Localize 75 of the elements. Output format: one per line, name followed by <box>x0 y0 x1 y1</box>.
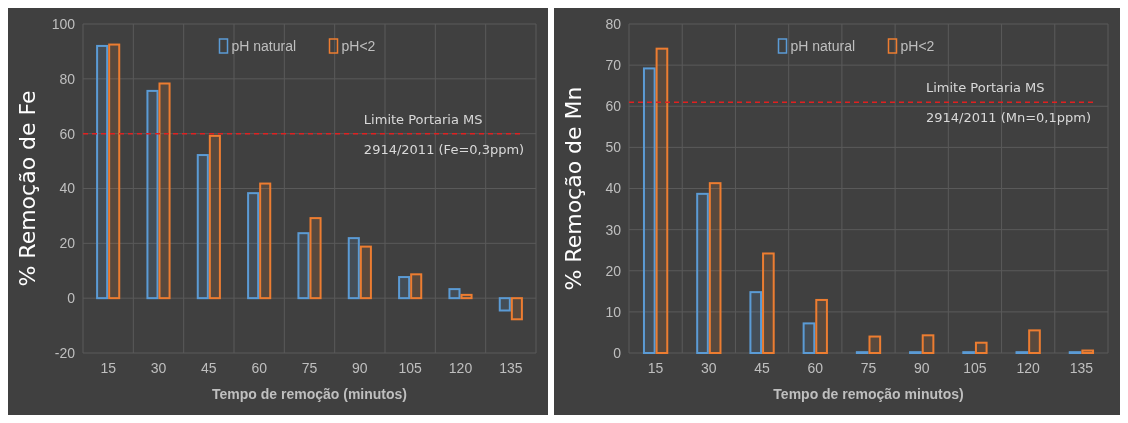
bar <box>498 297 511 312</box>
bar <box>196 154 209 300</box>
y-tick-label: 0 <box>67 290 76 307</box>
bar <box>347 237 360 300</box>
y-tick-label: 70 <box>605 57 622 74</box>
x-tick-label: 135 <box>499 360 523 376</box>
x-tick-label: 60 <box>251 360 268 376</box>
bar <box>749 291 763 354</box>
bar <box>510 297 523 321</box>
y-axis-title: % Remoção de Mn <box>561 86 586 291</box>
x-tick-label: 75 <box>860 360 877 376</box>
bar <box>208 134 221 300</box>
y-tick-label: 100 <box>51 15 76 32</box>
bar <box>642 67 656 354</box>
x-tick-label: 75 <box>301 360 318 376</box>
bar <box>1028 329 1041 354</box>
legend-label: pH<2 <box>900 37 935 54</box>
bar <box>309 217 322 300</box>
x-tick-label: 120 <box>448 360 473 376</box>
y-tick-label: 20 <box>59 235 76 252</box>
bar <box>247 192 260 300</box>
x-tick-label: 60 <box>807 360 824 376</box>
bar <box>696 192 709 354</box>
x-tick-label: 90 <box>352 360 368 376</box>
annotation: Limite Portaria MS 2914/2011 (Mn=0,1ppm) <box>925 80 1091 126</box>
bar <box>460 293 473 300</box>
bar <box>868 335 882 354</box>
bar <box>974 341 988 354</box>
x-tick-label: 105 <box>398 360 423 376</box>
x-tick-label: 45 <box>754 360 771 376</box>
x-tick-label: 15 <box>100 360 117 376</box>
bar <box>359 245 372 300</box>
legend-label: pH natural <box>790 37 856 54</box>
y-tick-label: 10 <box>605 303 622 320</box>
x-tick-label: 90 <box>913 360 930 376</box>
legend-label: pH natural <box>231 37 297 54</box>
y-tick-label: 30 <box>605 221 622 238</box>
bar <box>410 273 423 300</box>
x-tick-label: 30 <box>701 360 717 376</box>
y-tick-label: 60 <box>59 125 76 142</box>
x-axis-title: Tempo de remoção (minutos) <box>212 386 407 402</box>
bar <box>108 43 121 300</box>
x-tick-label: 15 <box>647 360 664 376</box>
bar <box>96 44 109 300</box>
legend-label: pH<2 <box>341 37 376 54</box>
y-tick-label: 50 <box>605 139 622 156</box>
y-axis-title: % Remoção de Fe <box>15 90 40 287</box>
bar <box>398 276 411 300</box>
bar <box>1081 349 1095 354</box>
y-tick-label: -20 <box>54 344 76 361</box>
y-tick-label: 40 <box>605 180 622 197</box>
x-axis-title: Tempo de remoção minutos) <box>773 386 964 402</box>
bar <box>297 232 310 300</box>
y-tick-label: 0 <box>613 344 622 361</box>
bar <box>158 82 171 300</box>
annotation: Limite Portaria MS 2914/2011 (Fe=0,3ppm) <box>363 111 525 157</box>
x-tick-label: 45 <box>201 360 217 376</box>
bar <box>921 334 935 354</box>
bar <box>815 298 828 354</box>
x-tick-label: 30 <box>150 360 167 376</box>
x-tick-label: 120 <box>1016 360 1041 376</box>
bar <box>655 47 669 354</box>
bar <box>146 89 159 300</box>
bar <box>802 322 816 354</box>
y-tick-label: 60 <box>605 98 622 115</box>
y-tick-label: 20 <box>605 262 622 279</box>
y-tick-label: 80 <box>59 70 76 87</box>
bar <box>762 252 775 354</box>
bar <box>259 182 272 300</box>
x-tick-label: 135 <box>1069 360 1094 376</box>
bar <box>448 288 461 300</box>
y-tick-label: 40 <box>59 180 76 197</box>
bar <box>708 182 722 354</box>
x-tick-label: 105 <box>963 360 987 376</box>
y-tick-label: 80 <box>605 15 622 32</box>
